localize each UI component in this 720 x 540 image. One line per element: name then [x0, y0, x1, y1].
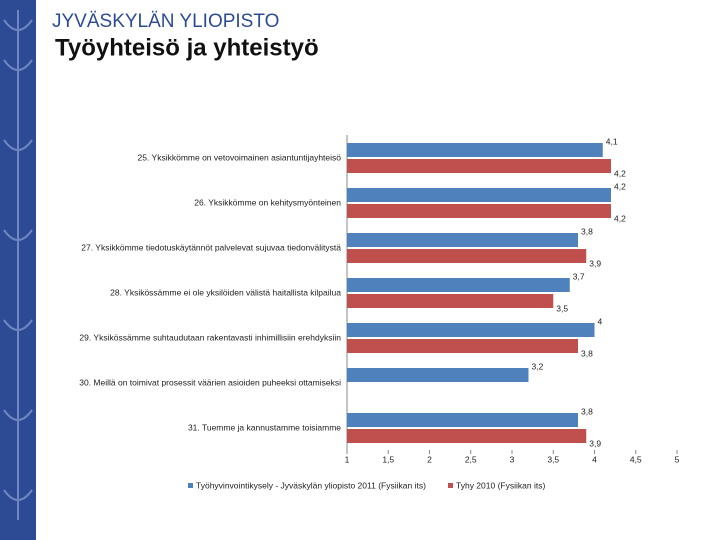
bar: [347, 368, 529, 382]
category-label: 26. Yksikkömme on kehitysmyönteinen: [194, 197, 341, 207]
value-label: 3,9: [589, 258, 601, 268]
bar: [347, 294, 554, 308]
bar: [347, 413, 578, 427]
category-label: 25. Yksikkömme on vetovoimainen asiantun…: [138, 152, 342, 162]
bar: [347, 278, 570, 292]
value-label: 4,1: [606, 136, 618, 146]
x-tick-label: 1: [345, 454, 350, 464]
value-label: 4,2: [614, 213, 626, 223]
bar: [347, 233, 578, 247]
legend-label: Työhyvinvointikysely - Jyväskylän yliopi…: [196, 480, 426, 490]
x-tick-label: 2: [427, 454, 432, 464]
value-label: 3,2: [532, 361, 544, 371]
bar: [347, 188, 611, 202]
value-label: 3,7: [573, 271, 585, 281]
slide-title: Työyhteisö ja yhteistyö: [55, 34, 319, 61]
logo-text: JYVÄSKYLÄN YLIOPISTO: [52, 11, 279, 32]
legend-swatch: [188, 483, 193, 488]
bar: [347, 323, 595, 337]
category-label: 27. Yksikkömme tiedotuskäytännöt palvele…: [81, 242, 341, 252]
value-label: 4: [598, 316, 603, 326]
bar: [347, 339, 578, 353]
x-tick-label: 5: [675, 454, 680, 464]
bar: [347, 249, 587, 263]
bar: [347, 204, 611, 218]
value-label: 3,8: [581, 348, 593, 358]
x-tick-label: 4,5: [630, 454, 642, 464]
legend-label: Tyhy 2010 (Fysiikan its): [456, 480, 545, 490]
category-label: 28. Yksikössämme ei ole yksilöiden välis…: [110, 287, 341, 297]
value-label: 3,5: [556, 303, 568, 313]
value-label: 4,2: [614, 181, 626, 191]
x-tick-label: 4: [592, 454, 597, 464]
legend-swatch: [448, 483, 453, 488]
bar: [347, 143, 603, 157]
x-tick-label: 3: [510, 454, 515, 464]
value-label: 3,8: [581, 406, 593, 416]
sidebar-pattern: [3, 10, 33, 520]
x-tick-label: 1,5: [382, 454, 394, 464]
value-label: 4,2: [614, 168, 626, 178]
value-label: 3,9: [589, 438, 601, 448]
bar: [347, 429, 587, 443]
x-tick-label: 2,5: [465, 454, 477, 464]
x-tick-label: 3,5: [547, 454, 559, 464]
category-label: 30. Meillä on toimivat prosessit väärien…: [79, 377, 341, 387]
value-label: 3,8: [581, 226, 593, 236]
category-label: 29. Yksikössämme suhtaudutaan rakentavas…: [79, 332, 341, 342]
bar: [347, 159, 611, 173]
category-label: 31. Tuemme ja kannustamme toisiamme: [188, 422, 341, 432]
